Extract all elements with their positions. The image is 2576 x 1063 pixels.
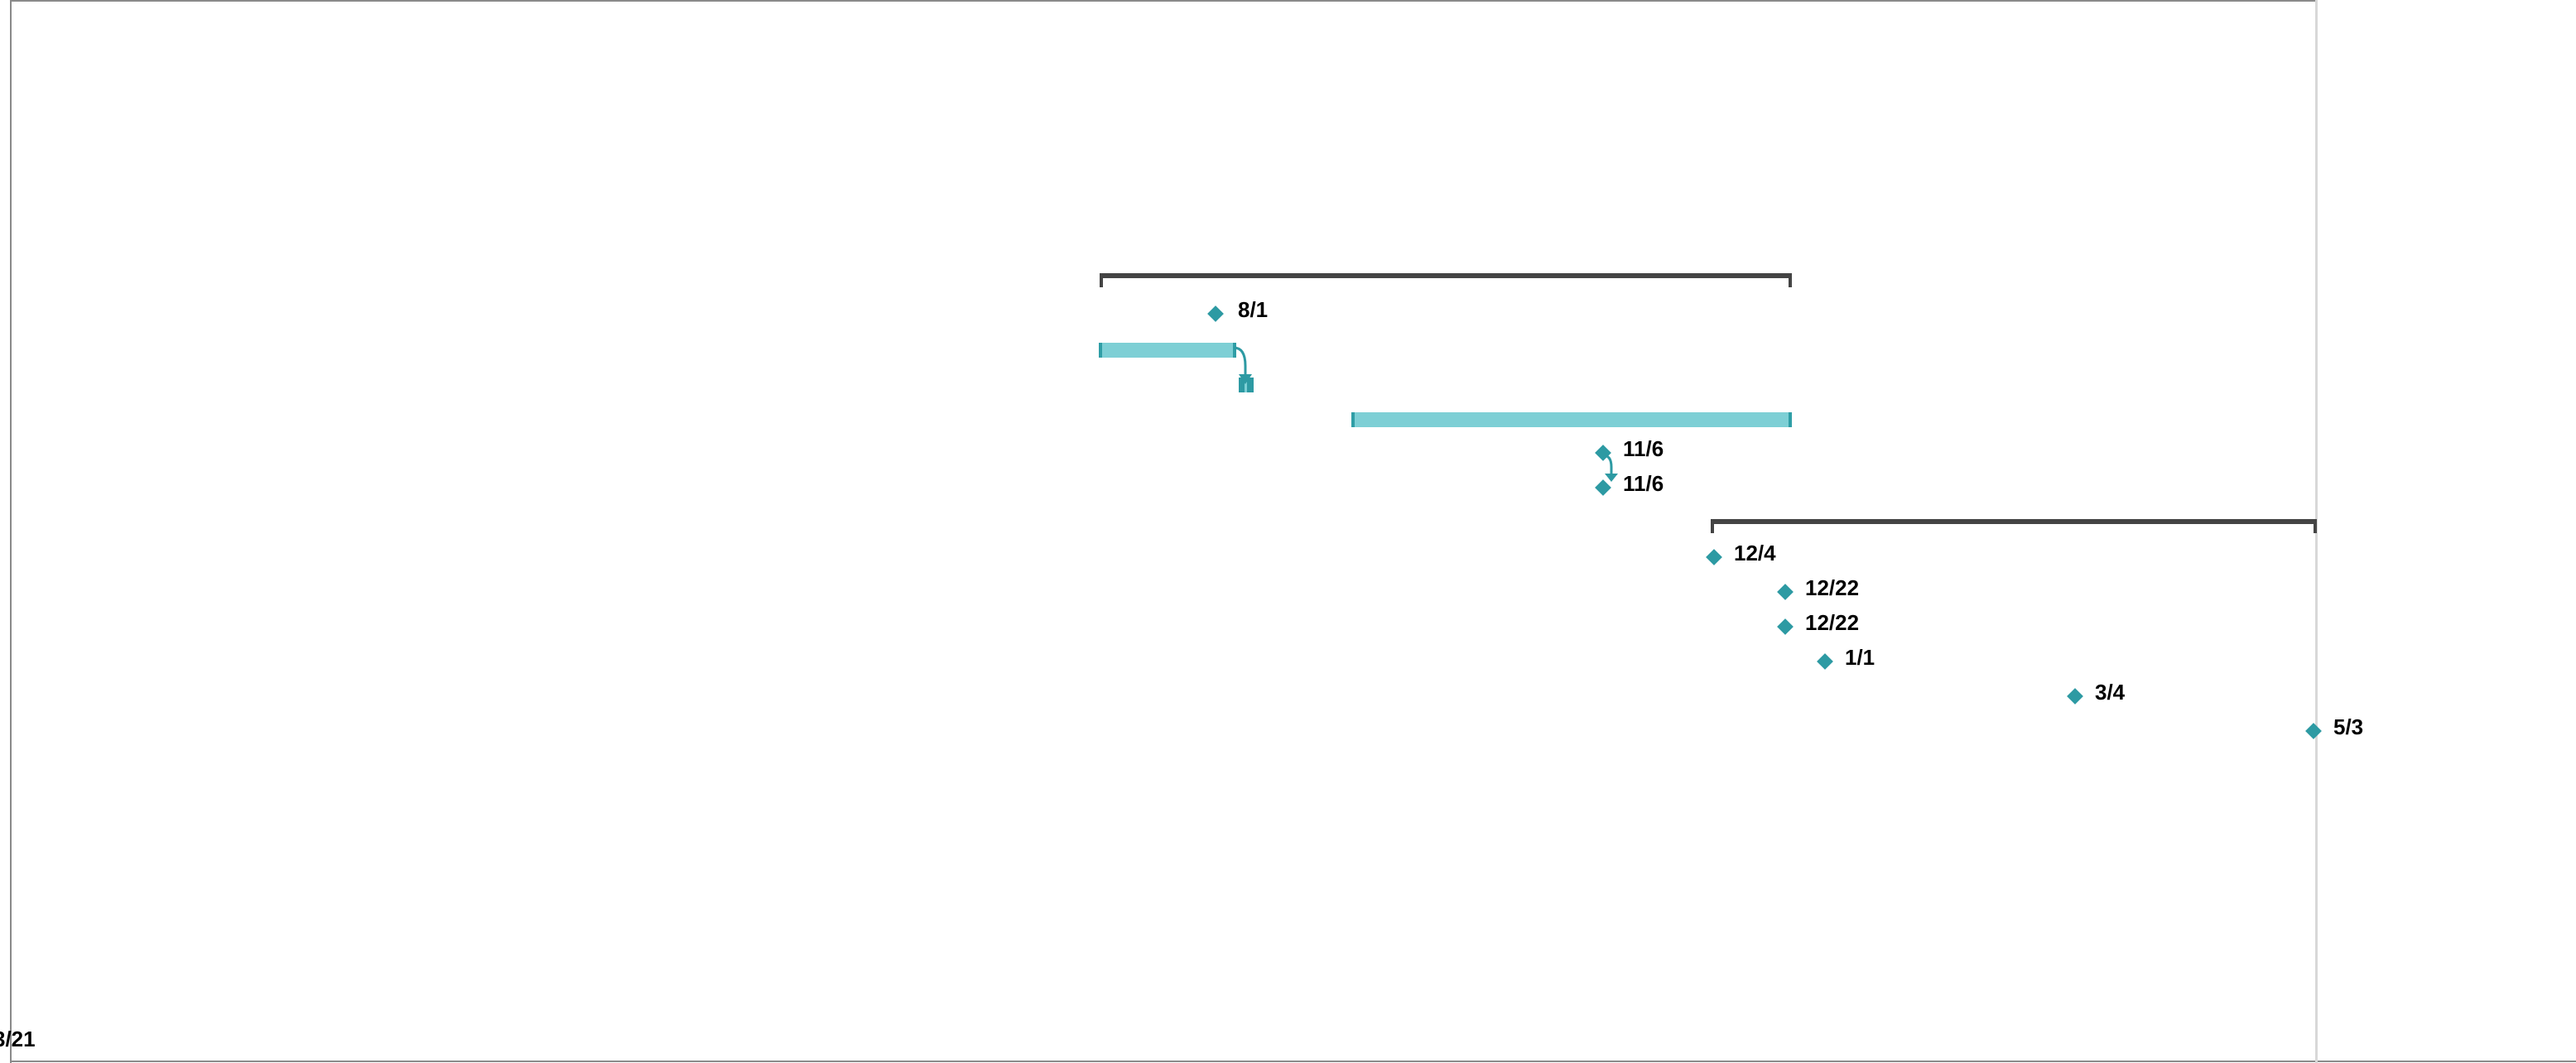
- task-bar-1[interactable]: [1099, 343, 1236, 358]
- milestone-date-label: 11/6: [1623, 471, 1664, 496]
- milestone-diamond-icon[interactable]: [1706, 549, 1722, 565]
- milestone-date-label: 12/4: [1734, 541, 1776, 565]
- milestone-diamond-icon[interactable]: [1777, 618, 1794, 635]
- milestone-date-label: 8/1: [1238, 297, 1269, 322]
- summary-bar-phase-2[interactable]: [1711, 519, 2317, 533]
- milestone-diamond-icon[interactable]: [1207, 305, 1224, 322]
- milestone-date-label: 3/4: [2095, 680, 2126, 705]
- timescale-start-label: 3/21: [0, 1027, 36, 1051]
- summary-bar-phase-1[interactable]: [1100, 273, 1792, 287]
- milestone-date-label: 12/22: [1805, 610, 1860, 635]
- milestone-diamond-icon[interactable]: [1817, 653, 1833, 670]
- milestone-diamond-icon[interactable]: [2067, 688, 2083, 705]
- milestone-date-label: 5/3: [2333, 714, 2364, 739]
- task-bar-short[interactable]: [1239, 378, 1254, 392]
- milestone-date-label: 11/6: [1623, 436, 1664, 461]
- milestone-diamond-icon[interactable]: [2305, 723, 2322, 739]
- milestone-diamond-icon[interactable]: [1777, 584, 1794, 600]
- dependency-arrow-icon: [1233, 346, 1252, 384]
- chart-top-border: [10, 0, 2315, 2]
- milestone-date-label: 1/1: [1845, 645, 1875, 670]
- task-bar-2[interactable]: [1351, 412, 1792, 427]
- chart-left-border: [10, 0, 12, 1063]
- milestone-date-label: 12/22: [1805, 575, 1860, 600]
- chart-bottom-border: [10, 1061, 2576, 1062]
